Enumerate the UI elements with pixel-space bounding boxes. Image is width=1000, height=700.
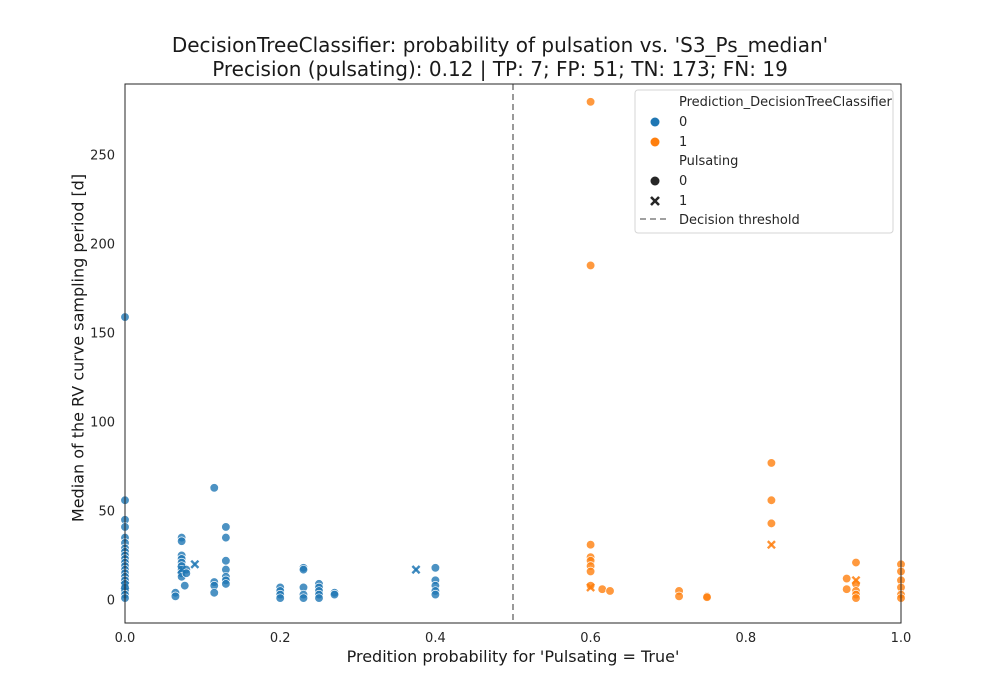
x-tick-label: 1.0 <box>891 631 912 646</box>
data-point <box>585 580 596 591</box>
y-tick-label: 250 <box>90 149 115 164</box>
data-point <box>842 584 852 594</box>
data-point-x-marker <box>851 575 861 585</box>
legend-hue-title: Prediction_DecisionTreeClassifier <box>679 95 893 110</box>
data-point <box>842 573 852 584</box>
y-tick-labels: 0 50 100 150 200 250 <box>90 149 115 609</box>
chart-subtitle: Precision (pulsating): 0.12 | TP: 7; FP:… <box>212 57 788 81</box>
data-point-x-marker <box>411 565 421 575</box>
data-point <box>674 591 684 601</box>
data-point <box>314 593 324 603</box>
y-tick-label: 200 <box>90 238 115 253</box>
data-point <box>766 518 777 529</box>
y-tick-label: 100 <box>90 415 115 430</box>
data-point <box>221 522 231 532</box>
legend-hue0-marker <box>650 117 660 127</box>
y-tick-label: 0 <box>107 593 115 608</box>
x-axis-label: Predition probability for 'Pulsating = T… <box>346 647 680 666</box>
x-tick-label: 0.4 <box>425 631 446 646</box>
data-point <box>851 557 861 568</box>
data-point <box>585 540 596 550</box>
data-point <box>605 586 615 596</box>
data-point <box>221 556 231 566</box>
legend-hue1-label: 1 <box>679 135 687 150</box>
data-point-x-marker <box>586 582 596 592</box>
data-point <box>702 592 712 602</box>
y-axis-label: Median of the RV curve sampling period [… <box>68 173 88 523</box>
data-point <box>329 589 340 600</box>
data-point <box>585 260 596 271</box>
data-point-x-marker <box>177 565 187 575</box>
plot-frame <box>124 83 902 624</box>
chart-title: DecisionTreeClassifier: probability of p… <box>171 33 829 57</box>
data-point <box>585 566 596 577</box>
legend-hue0-label: 0 <box>679 115 687 130</box>
data-point <box>221 579 231 589</box>
data-point <box>170 591 181 601</box>
data-point <box>597 584 607 594</box>
data-point <box>180 580 190 591</box>
data-point <box>766 495 777 505</box>
data-point-x-marker <box>766 540 776 550</box>
data-point <box>209 483 219 493</box>
x-tick-label: 0.6 <box>580 631 601 646</box>
data-point <box>585 97 596 107</box>
data-point-x-marker <box>190 559 200 569</box>
legend-style1-label: 1 <box>679 194 687 209</box>
data-point <box>298 593 309 603</box>
data-point <box>209 588 219 598</box>
y-tick-label: 50 <box>98 504 115 519</box>
y-tick-label: 150 <box>90 327 115 342</box>
legend-threshold-label: Decision threshold <box>679 213 800 228</box>
legend-hue1-marker <box>650 137 660 147</box>
data-point <box>430 589 441 600</box>
legend-style-title: Pulsating <box>679 154 738 169</box>
legend-frame <box>634 89 894 234</box>
data-point <box>176 536 187 546</box>
data-point <box>298 564 309 575</box>
legend-style1-marker <box>650 196 660 206</box>
x-tick-label: 0.0 <box>115 631 136 646</box>
data-point <box>275 593 285 603</box>
data-point <box>430 563 441 573</box>
data-point <box>766 458 777 468</box>
x-tick-label: 0.8 <box>735 631 756 646</box>
legend-style0-label: 0 <box>679 174 687 189</box>
x-tick-labels: 0.0 0.2 0.4 0.6 0.8 1.0 <box>115 631 912 646</box>
data-point <box>851 593 861 603</box>
legend: Prediction_DecisionTreeClassifier 0 1 Pu… <box>634 89 894 234</box>
data-point <box>221 532 231 543</box>
legend-style0-marker <box>650 176 660 186</box>
points-layer <box>120 97 906 603</box>
x-tick-label: 0.2 <box>270 631 291 646</box>
